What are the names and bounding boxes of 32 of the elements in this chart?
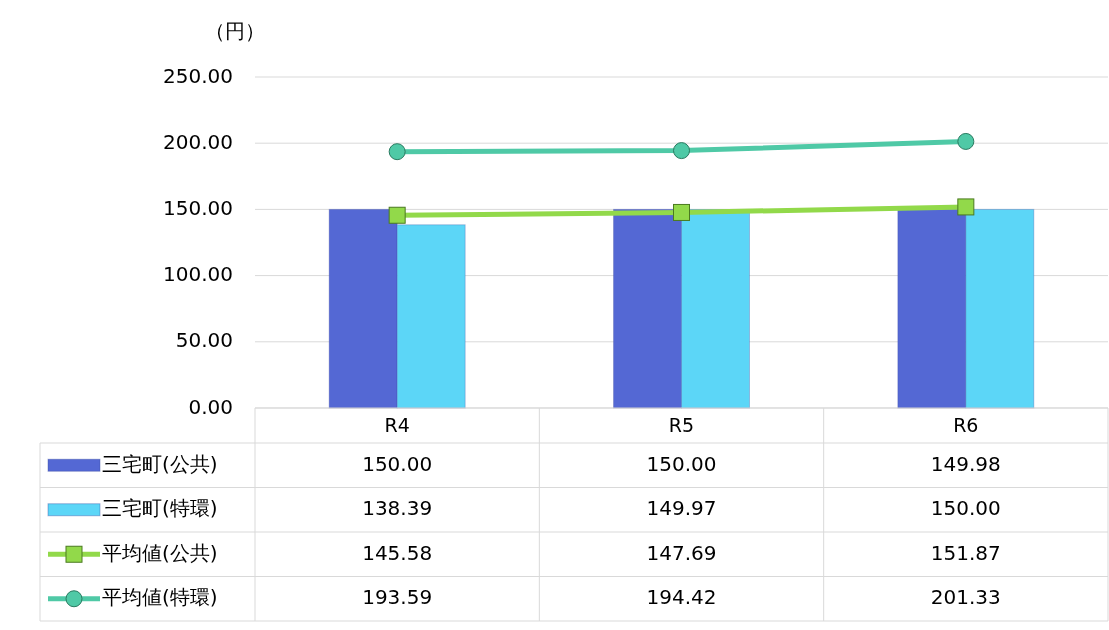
- data-label: 149.97: [646, 496, 717, 521]
- data-label: 201.33: [930, 585, 1001, 610]
- y-tick-label: 50.00: [175, 328, 233, 353]
- y-tick-label: 250.00: [163, 63, 233, 88]
- data-label: 194.42: [646, 585, 717, 610]
- data-label: 193.59: [362, 585, 433, 610]
- point: [957, 132, 975, 150]
- legend-label: 三宅町(特環): [102, 496, 218, 521]
- y-axis-title: （円）: [205, 18, 265, 43]
- legend-label: 平均値(特環): [102, 585, 218, 610]
- data-label: 147.69: [646, 540, 717, 565]
- data-label: 150.00: [930, 496, 1001, 521]
- point: [673, 142, 690, 160]
- point: [388, 206, 406, 224]
- x-tick-label: R5: [668, 413, 695, 436]
- legend-label: 平均値(公共): [102, 540, 218, 565]
- legend-label: 三宅町(公共): [102, 451, 218, 476]
- point: [957, 198, 975, 216]
- y-tick-label: 150.00: [163, 195, 233, 220]
- point: [388, 143, 406, 161]
- data-label: 151.87: [930, 540, 1001, 565]
- x-tick-label: R6: [953, 413, 979, 436]
- y-tick-label: 0.00: [188, 394, 233, 419]
- data-label: 150.00: [362, 451, 433, 476]
- y-tick-label: 200.00: [163, 129, 233, 154]
- data-label: 145.58: [362, 540, 433, 565]
- data-label: 150.00: [646, 451, 717, 476]
- data-label: 138.39: [362, 496, 433, 521]
- y-tick-label: 100.00: [163, 262, 233, 287]
- x-tick-label: R4: [384, 413, 410, 436]
- point: [673, 203, 690, 221]
- data-label: 149.98: [930, 451, 1001, 476]
